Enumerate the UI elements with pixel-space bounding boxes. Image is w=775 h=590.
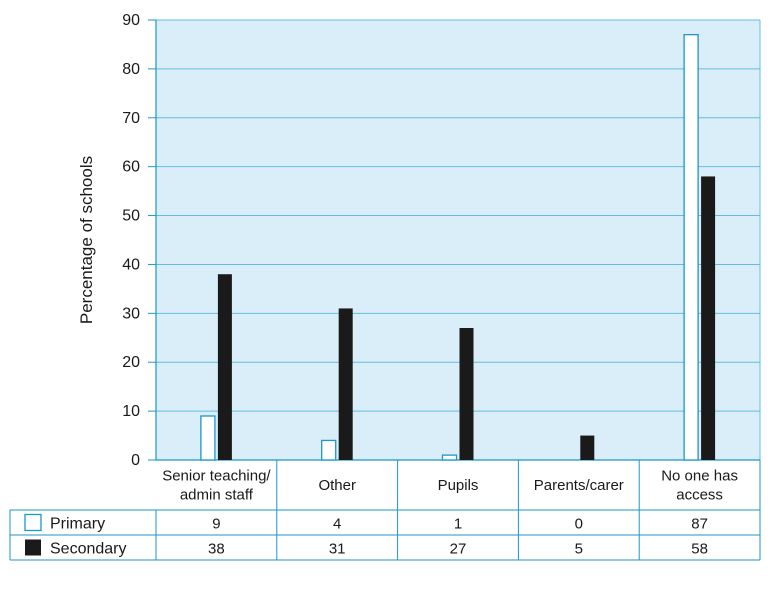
- x-tick-label: Senior teaching/: [162, 468, 271, 485]
- legend-label-secondary: Secondary: [50, 541, 127, 558]
- x-tick-label: No one has: [661, 468, 738, 485]
- y-tick-label: 40: [122, 256, 140, 273]
- bar-primary-4: [683, 34, 699, 461]
- table-cell: 27: [450, 541, 467, 558]
- table-cell: 9: [212, 516, 220, 533]
- legend-label-primary: Primary: [50, 516, 105, 533]
- y-tick-label: 0: [131, 452, 140, 469]
- x-tick-label: Parents/carer: [534, 477, 624, 494]
- y-tick-label: 60: [122, 159, 140, 176]
- table-cell: 87: [691, 516, 708, 533]
- bar-secondary-3: [580, 435, 595, 460]
- bar-secondary-0: [217, 274, 232, 460]
- bar-secondary-2: [459, 328, 474, 460]
- bar-primary-2: [441, 454, 458, 461]
- plot-area: [156, 20, 760, 460]
- y-tick-label: 70: [122, 110, 140, 127]
- table-cell: 5: [575, 541, 583, 558]
- bar-primary-1: [321, 439, 337, 461]
- table-cell: 31: [329, 541, 346, 558]
- table-cell: 58: [691, 541, 708, 558]
- bar-secondary-4: [701, 176, 716, 460]
- y-tick-label: 50: [122, 208, 140, 225]
- table-cell: 38: [208, 541, 225, 558]
- bar-secondary-1: [338, 308, 353, 460]
- y-tick-label: 30: [122, 305, 140, 322]
- y-tick-label: 10: [122, 403, 140, 420]
- y-tick-label: 90: [122, 12, 140, 29]
- x-tick-label: Pupils: [438, 477, 479, 494]
- bar-primary-0: [200, 415, 216, 461]
- y-tick-label: 20: [122, 354, 140, 371]
- y-tick-label: 80: [122, 61, 140, 78]
- x-tick-label: Other: [318, 477, 356, 494]
- x-tick-label: admin staff: [180, 487, 254, 504]
- table-cell: 0: [575, 516, 583, 533]
- y-axis-label: Percentage of schools: [77, 156, 96, 324]
- table-cell: 1: [454, 516, 462, 533]
- x-tick-label: access: [676, 487, 723, 504]
- table-cell: 4: [333, 516, 341, 533]
- legend-swatch-secondary: [25, 539, 41, 556]
- legend-swatch-primary: [24, 513, 42, 532]
